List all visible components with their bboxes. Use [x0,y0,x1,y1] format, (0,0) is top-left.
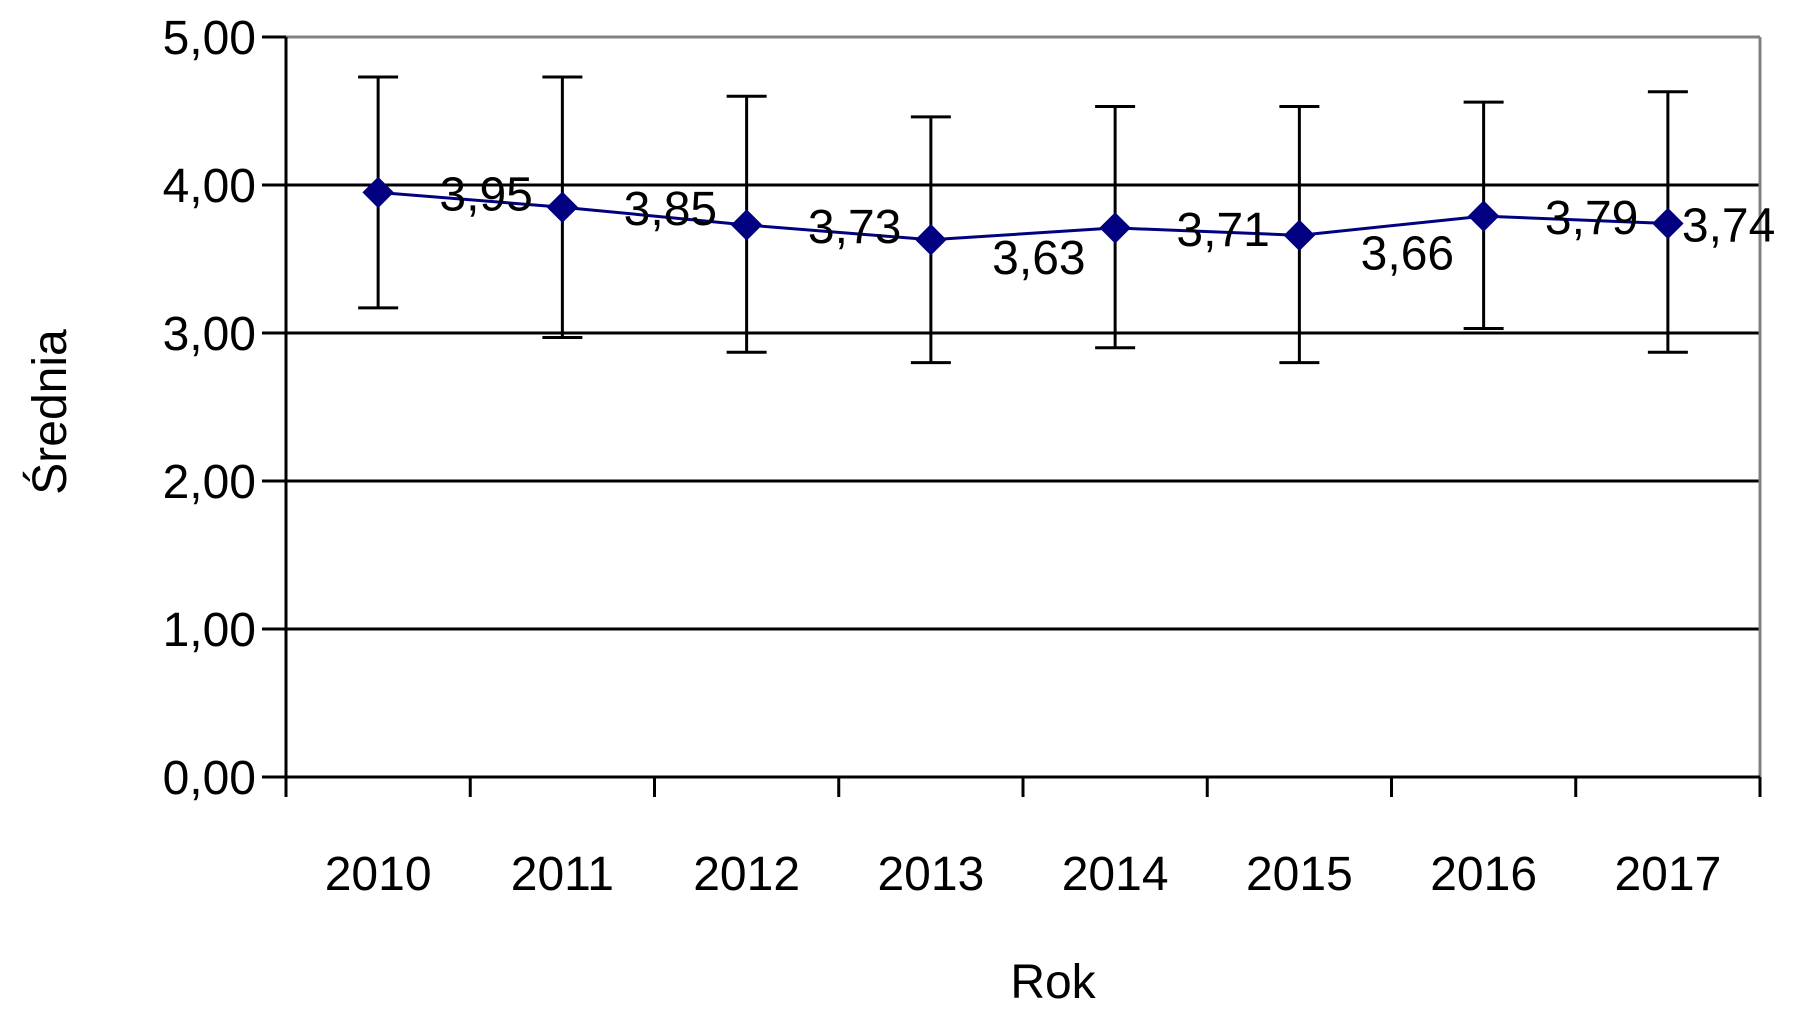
x-axis-title: Rok [1010,956,1096,1005]
data-point-2014 [1099,212,1131,244]
plot-area-border [286,35,1762,777]
y-tick-label-0: 0,00 [163,752,256,805]
data-label-2015: 3,66 [1361,227,1454,280]
data-label-2014: 3,71 [1176,204,1269,257]
x-tick-label-7: 2017 [1614,848,1721,901]
x-tick-label-1: 2011 [511,848,614,901]
data-label-2010: 3,95 [439,168,532,221]
data-point-2012 [730,209,763,241]
series [362,176,1684,256]
x-tick-label-3: 2013 [877,848,984,901]
data-point-2015 [1283,219,1316,252]
y-tick-label-4: 4,00 [163,160,256,213]
data-point-2017 [1652,207,1684,240]
y-axis-title: Średnia [22,329,77,495]
data-label-2016: 3,79 [1545,192,1638,245]
y-tick-label-1: 1,00 [163,604,256,657]
data-label-2011: 3,85 [624,183,717,236]
data-labels: 3,95 3,85 3,73 3,63 3,71 3,66 3,79 3,74 [439,168,1775,284]
data-point-2011 [546,191,579,223]
y-tick-label-3: 3,00 [163,308,256,361]
x-tick-label-4: 2014 [1062,848,1169,901]
gridlines [286,35,1760,631]
data-point-2010 [362,176,394,209]
axes: 0,00 1,00 2,00 3,00 4,00 5,00 2010 2011 2012 2013… [163,12,1762,901]
data-label-2012: 3,73 [808,201,901,254]
series-line-0 [378,190,1668,242]
y-tick-label-5: 5,00 [163,12,256,65]
x-tick-label-0: 2010 [325,848,432,901]
data-label-2013: 3,63 [992,232,1085,285]
y-tick-label-2: 2,00 [163,456,256,509]
x-tick-label-6: 2016 [1430,848,1537,901]
x-tick-label-5: 2015 [1246,848,1353,901]
x-tick-label-2: 2012 [693,848,800,901]
data-point-2013 [915,224,947,256]
data-point-2016 [1467,200,1500,232]
data-label-2017: 3,74 [1682,199,1775,252]
